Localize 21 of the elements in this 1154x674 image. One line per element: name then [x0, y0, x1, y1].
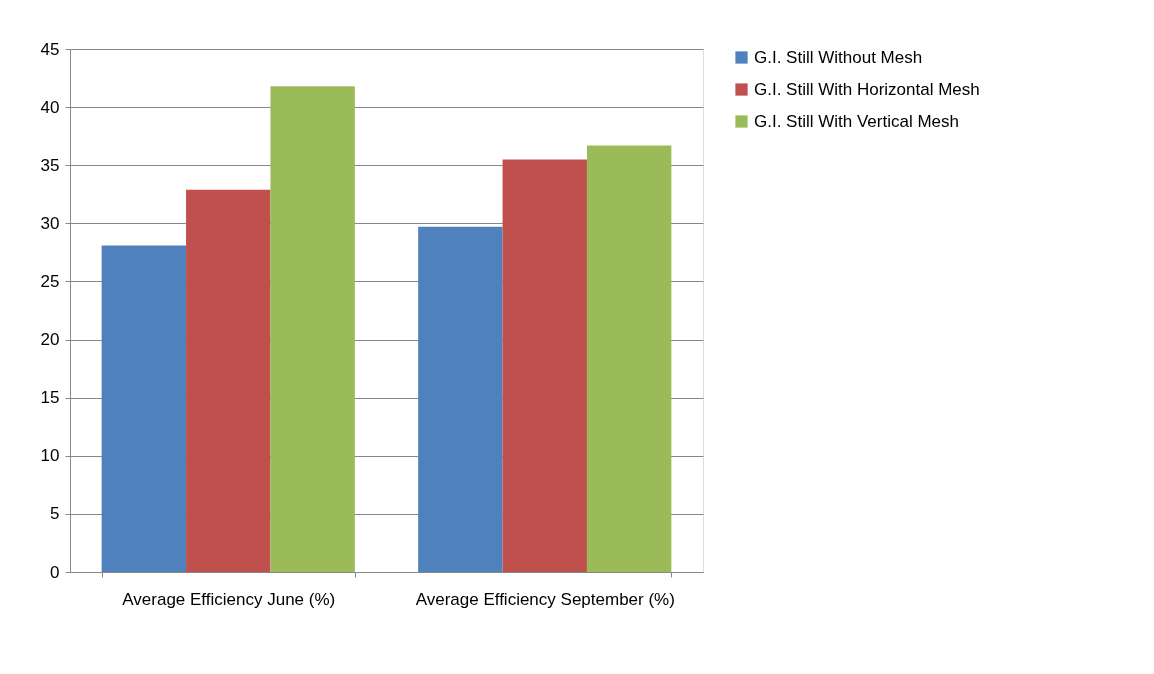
y-tick-label: 45	[40, 39, 60, 59]
y-tick-label: 15	[40, 388, 60, 408]
bar	[502, 159, 587, 572]
bar	[270, 86, 355, 572]
bar	[101, 245, 187, 572]
y-tick-label: 40	[40, 97, 60, 117]
y-tick-label: 30	[40, 213, 60, 233]
y-tick-label: 0	[50, 562, 60, 582]
bar	[186, 189, 271, 572]
bar	[586, 145, 672, 572]
x-tick-label: Average Efficiency September (%)	[415, 589, 675, 609]
y-tick-label: 25	[40, 271, 60, 291]
legend-label: G.I. Still Without Mesh	[754, 47, 923, 67]
y-tick-label: 35	[40, 155, 60, 175]
y-tick-label: 10	[40, 446, 60, 466]
y-tick-label: 5	[50, 504, 60, 524]
y-tick-label: 20	[40, 330, 60, 350]
legend-label: G.I. Still With Horizontal Mesh	[754, 79, 980, 99]
x-tick-label: Average Efficiency June (%)	[122, 589, 336, 609]
legend-label: G.I. Still With Vertical Mesh	[754, 111, 959, 131]
bar	[418, 226, 503, 572]
